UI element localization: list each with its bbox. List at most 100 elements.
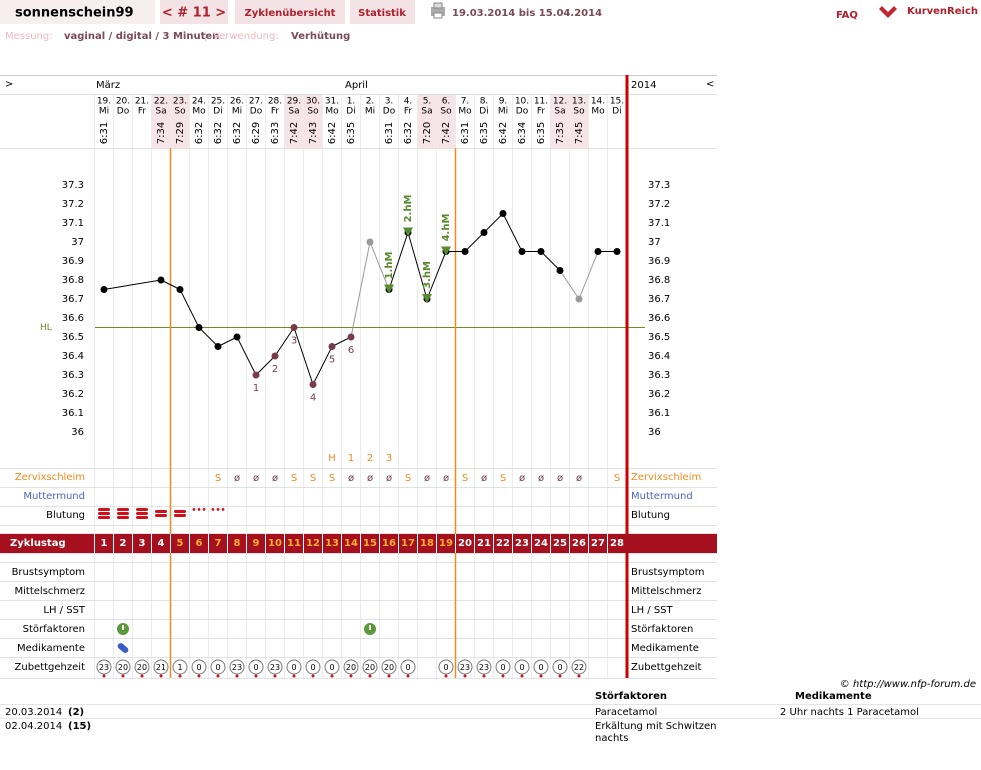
notes-cell: 02.04.2014	[5, 721, 62, 732]
user-name: sonnenschein99	[15, 6, 134, 21]
bedtime-dot	[178, 674, 182, 678]
temp-point	[480, 229, 488, 236]
zervix-value: S	[310, 473, 316, 484]
bedtime: 21	[156, 663, 166, 672]
faq-link[interactable]: FAQ	[836, 10, 858, 21]
measure-time: 6:31	[99, 122, 110, 144]
measure-time: 6:35	[536, 122, 547, 144]
tab-box[interactable]	[235, 0, 345, 24]
tab[interactable]: Statistik	[358, 8, 406, 19]
temp-point	[537, 248, 545, 255]
nav-box[interactable]	[160, 0, 228, 24]
temp-segment	[103, 279, 162, 290]
y-tick-label: 37.3	[62, 180, 84, 191]
bedtime: 0	[310, 663, 315, 672]
notes-header: Störfaktoren	[595, 691, 667, 702]
next[interactable]: <	[706, 79, 714, 90]
point-label: 6	[348, 345, 354, 356]
day-number: 31.	[325, 97, 339, 107]
weekend-bg	[550, 95, 570, 148]
bedtime: 20	[365, 663, 375, 672]
temp-point	[100, 286, 108, 293]
temp-point	[328, 343, 336, 350]
temp-point	[157, 276, 165, 284]
temp-segment	[540, 251, 561, 271]
bedtime: 23	[460, 663, 470, 672]
bleeding-mark	[136, 512, 148, 515]
row-label: Zubettgehzeit	[15, 662, 86, 673]
bleeding-mark	[174, 510, 186, 513]
measure-time: 6:34	[517, 122, 528, 144]
zervix-value: S	[500, 473, 506, 484]
weekday: So	[307, 107, 319, 117]
label: Messung:	[5, 31, 53, 42]
bedtime-dot	[102, 674, 106, 678]
measure-time: 7:20	[422, 122, 433, 144]
y-tick-label: 36.8	[62, 275, 84, 286]
y-tick-label: 36.9	[648, 256, 670, 267]
bleeding-mark	[174, 514, 186, 517]
day-number: 28.	[268, 97, 282, 107]
bedtime-dot	[444, 674, 448, 678]
notes-header: Medikamente	[795, 691, 872, 702]
cycle-day: 3	[139, 538, 146, 549]
peak-mark: H	[328, 453, 336, 464]
bedtime-dot	[235, 674, 239, 678]
cycle-label: Zyklustag	[10, 538, 66, 549]
weekday: So	[440, 107, 452, 117]
high-marker	[384, 284, 394, 294]
zervix-value: S	[405, 473, 411, 484]
day-number: 9.	[499, 97, 508, 107]
bedtime-dot	[368, 674, 372, 678]
cycle-day: 4	[158, 538, 165, 549]
y-tick-label: 37.3	[648, 180, 670, 191]
bedtime: 20	[384, 663, 394, 672]
tab-box[interactable]	[350, 0, 415, 24]
temp-point	[195, 324, 203, 331]
prev[interactable]: >	[5, 79, 13, 90]
zervix-value: S	[329, 473, 335, 484]
y-tick-label: 36	[71, 427, 84, 438]
logo[interactable]: KurvenReich	[907, 6, 978, 17]
measure-time: 6:32	[194, 122, 205, 144]
point-label: 5	[329, 355, 335, 366]
day-number: 15.	[610, 97, 624, 107]
cycle-day: 17	[401, 538, 415, 549]
temp-segment	[350, 241, 371, 338]
measure-time: 6:35	[479, 122, 490, 144]
tab[interactable]: Zyklenübersicht	[245, 8, 336, 19]
zervix-value: ø	[424, 473, 430, 484]
bedtime-circle	[305, 659, 321, 675]
bedtime-circle	[495, 659, 511, 675]
y-tick-label: 37.1	[62, 218, 84, 229]
cycle-day: 13	[325, 538, 339, 549]
cycle-day: 1	[101, 538, 108, 549]
bedtime: 22	[574, 663, 584, 672]
row-label: Zervixschleim	[15, 472, 85, 483]
bedtime-circle	[153, 659, 169, 675]
day-number: 27.	[249, 97, 263, 107]
weekend-bg	[569, 95, 589, 148]
day-number: 24.	[192, 97, 206, 107]
separator: |	[204, 31, 207, 42]
weekday: Do	[516, 107, 529, 117]
print-icon[interactable]	[431, 2, 445, 19]
bedtime-circle	[134, 659, 150, 675]
measure-time: 6:42	[327, 122, 338, 144]
bedtime-dot	[273, 674, 277, 678]
temp-point	[309, 381, 317, 388]
temp-point	[290, 324, 298, 331]
zervix-value: ø	[538, 473, 544, 484]
high-label: 4.hM	[441, 214, 452, 242]
day-number: 1.	[347, 97, 356, 107]
bleeding-mark: •••	[191, 506, 206, 515]
bedtime: 23	[270, 663, 280, 672]
high-marker	[441, 246, 451, 256]
cycle-day: 16	[382, 538, 396, 549]
point-label: 1	[253, 383, 259, 394]
weekday: Sa	[554, 107, 565, 117]
weekday: Mi	[232, 107, 242, 117]
bleeding-mark	[98, 512, 110, 515]
cycle-nav[interactable]: < # 11 >	[162, 6, 226, 21]
cycle-day: 19	[439, 538, 453, 549]
